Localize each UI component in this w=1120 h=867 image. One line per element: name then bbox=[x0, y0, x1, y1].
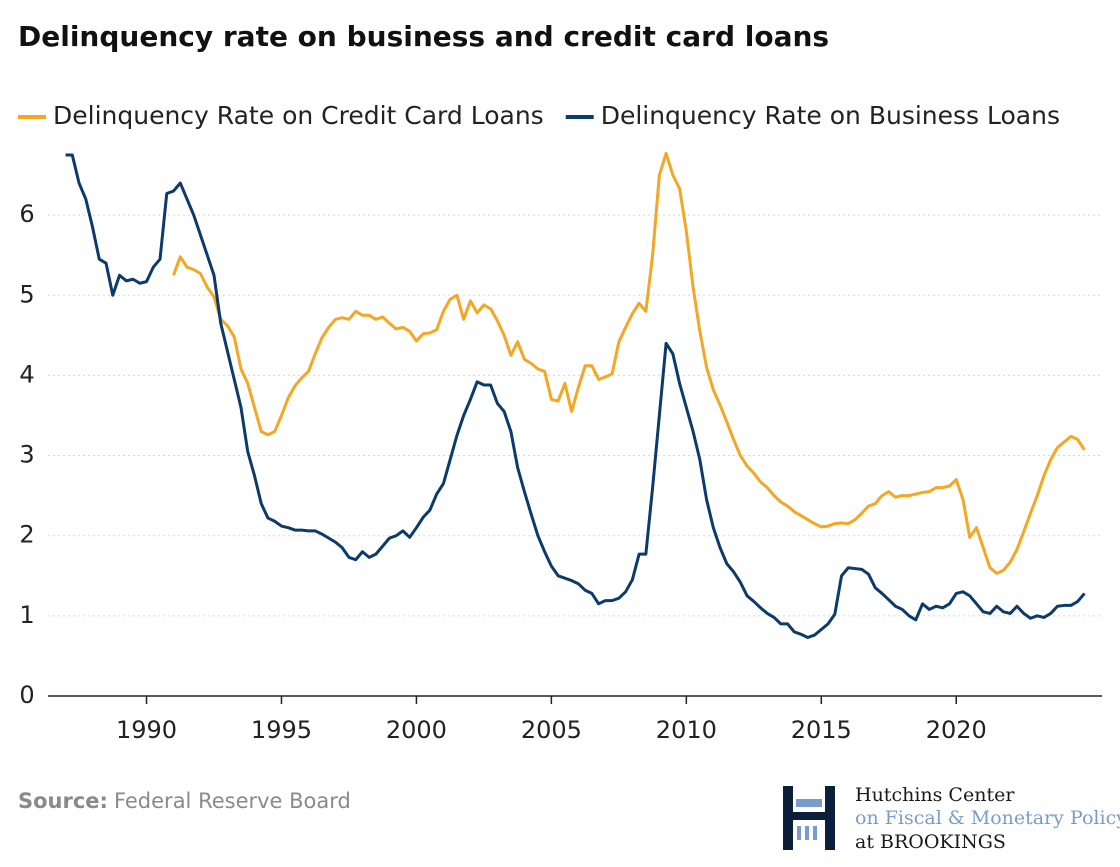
logo-icon bbox=[797, 826, 801, 840]
logo-text: on Fiscal & Monetary Policy bbox=[855, 807, 1120, 829]
y-tick-label: 0 bbox=[19, 681, 34, 709]
x-tick-label: 1990 bbox=[116, 716, 177, 744]
logo-icon bbox=[793, 812, 825, 820]
logo-icon bbox=[805, 826, 809, 840]
logo-icon bbox=[825, 786, 835, 850]
logo: Hutchins Center on Fiscal & Monetary Pol… bbox=[783, 784, 1120, 853]
source-label: Source: bbox=[18, 789, 108, 813]
y-tick-label: 6 bbox=[19, 200, 34, 228]
x-tick-label: 2015 bbox=[791, 716, 852, 744]
logo-text: at BROOKINGS bbox=[855, 831, 1006, 853]
series-line bbox=[172, 151, 1086, 575]
y-tick-label: 1 bbox=[19, 601, 34, 629]
legend-label: Delinquency Rate on Credit Card Loans bbox=[53, 101, 544, 130]
logo-icon bbox=[783, 786, 793, 850]
x-tick-label: 2000 bbox=[386, 716, 447, 744]
series-line bbox=[65, 153, 1086, 639]
y-tick-label: 4 bbox=[19, 360, 34, 388]
x-tick-label: 2010 bbox=[656, 716, 717, 744]
logo-icon bbox=[813, 826, 817, 840]
chart-title: Delinquency rate on business and credit … bbox=[18, 20, 829, 53]
y-tick-label: 3 bbox=[19, 441, 34, 469]
legend: Delinquency Rate on Credit Card Loans Del… bbox=[18, 101, 1060, 130]
plot-area bbox=[65, 151, 1086, 639]
source: Source: Federal Reserve Board bbox=[18, 789, 351, 813]
y-tick-label: 5 bbox=[19, 280, 34, 308]
y-tick-label: 2 bbox=[19, 521, 34, 549]
source-text: Federal Reserve Board bbox=[114, 789, 351, 813]
grid: 0 1 2 3 4 5 6 1990 1995 2000 2005 2010 2015 2020 bbox=[19, 200, 1102, 744]
logo-icon bbox=[796, 799, 822, 807]
x-tick-label: 1995 bbox=[251, 716, 312, 744]
x-tick-label: 2020 bbox=[926, 716, 987, 744]
legend-label: Delinquency Rate on Business Loans bbox=[601, 101, 1060, 130]
logo-text: Hutchins Center bbox=[855, 784, 1015, 806]
x-tick-label: 2005 bbox=[521, 716, 582, 744]
